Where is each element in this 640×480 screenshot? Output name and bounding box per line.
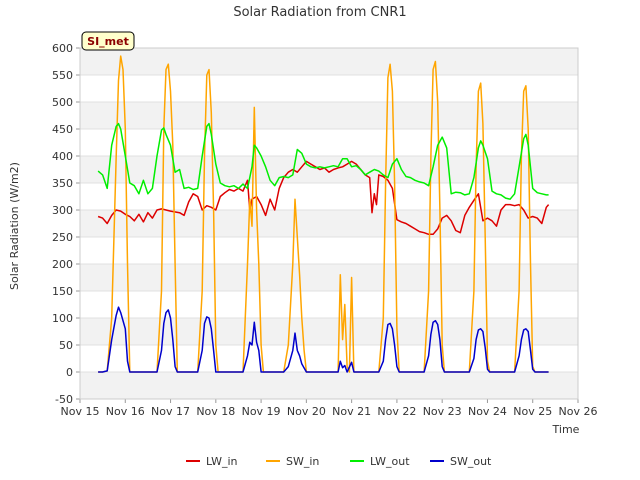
y-tick-label: 300	[52, 204, 73, 217]
plot-band	[80, 48, 578, 75]
y-tick-label: 50	[59, 339, 73, 352]
x-tick-label: Nov 24	[468, 405, 507, 418]
legend-label: LW_in	[206, 455, 238, 468]
x-tick-label: Nov 22	[377, 405, 416, 418]
x-tick-label: Nov 16	[106, 405, 145, 418]
series-line-lw-out	[97, 122, 549, 200]
y-tick-label: 150	[52, 285, 73, 298]
legend-item-sw-in: SW_in	[266, 455, 319, 468]
legend-item-sw-out: SW_out	[430, 455, 492, 468]
legend-label: LW_out	[370, 455, 410, 468]
x-tick-label: Nov 18	[196, 405, 235, 418]
x-axis: Nov 15 Nov 16 Nov 17 Nov 18 Nov 19 Nov 20 Nov …	[61, 399, 598, 418]
legend-label: SW_out	[450, 455, 492, 468]
x-tick-label: Nov 21	[332, 405, 371, 418]
plot-frame	[79, 47, 579, 400]
plot-band	[80, 318, 578, 345]
site-badge: SI_met	[81, 31, 135, 51]
y-tick-label: 0	[66, 366, 73, 379]
legend-item-lw-in: LW_in	[186, 455, 238, 468]
plot-band	[80, 75, 578, 102]
chart-title: Solar Radiation from CNR1	[233, 5, 406, 20]
y-axis-label: Solar Radiation (W/m2)	[8, 162, 21, 290]
x-tick-label: Nov 20	[287, 405, 326, 418]
x-tick-label: Nov 26	[559, 405, 598, 418]
series-line-sw-out	[98, 306, 549, 373]
plot-band	[80, 264, 578, 291]
x-tick-label: Nov 15	[61, 405, 100, 418]
plot-band	[80, 372, 578, 399]
y-tick-label: 600	[52, 42, 73, 55]
series-lines	[97, 55, 550, 373]
y-tick-label: 250	[52, 231, 73, 244]
y-tick-label: 400	[52, 150, 73, 163]
legend: LW_in SW_in LW_out SW_out	[186, 455, 492, 468]
series-line-lw-in	[97, 160, 550, 236]
y-tick-label: 500	[52, 96, 73, 109]
legend-item-lw-out: LW_out	[350, 455, 410, 468]
y-tick-label: 450	[52, 123, 73, 136]
x-tick-label: Nov 23	[423, 405, 462, 418]
y-tick-label: 100	[52, 312, 73, 325]
plot-band	[80, 102, 578, 129]
plot-band	[80, 345, 578, 372]
site-badge-label: SI_met	[87, 35, 129, 48]
plot-band	[80, 237, 578, 264]
y-tick-label: -50	[55, 393, 73, 406]
y-tick-label: 550	[52, 69, 73, 82]
plot-band	[80, 291, 578, 318]
x-axis-label: Time	[552, 423, 580, 436]
y-tick-label: 200	[52, 258, 73, 271]
plot-background	[80, 48, 578, 399]
y-tick-label: 350	[52, 177, 73, 190]
x-tick-label: Nov 19	[242, 405, 281, 418]
x-tick-label: Nov 17	[151, 405, 190, 418]
plot-band	[80, 129, 578, 156]
legend-label: SW_in	[286, 455, 319, 468]
x-tick-label: Nov 25	[513, 405, 552, 418]
